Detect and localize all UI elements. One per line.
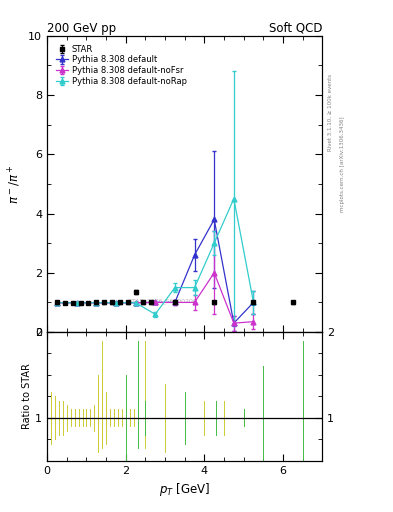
Legend: STAR, Pythia 8.308 default, Pythia 8.308 default-noFsr, Pythia 8.308 default-noR: STAR, Pythia 8.308 default, Pythia 8.308… bbox=[54, 43, 188, 88]
Text: Soft QCD: Soft QCD bbox=[269, 22, 322, 35]
Y-axis label: $\pi^- / \pi^+$: $\pi^- / \pi^+$ bbox=[6, 164, 23, 204]
Y-axis label: Ratio to STAR: Ratio to STAR bbox=[22, 364, 32, 430]
X-axis label: $p_T$ [GeV]: $p_T$ [GeV] bbox=[159, 481, 210, 498]
Text: 200 GeV pp: 200 GeV pp bbox=[47, 22, 116, 35]
Text: Rivet 3.1.10, ≥ 100k events: Rivet 3.1.10, ≥ 100k events bbox=[328, 74, 333, 151]
Text: STAR_2006_S6500200: STAR_2006_S6500200 bbox=[129, 298, 197, 304]
Text: mcplots.cern.ch [arXiv:1306.3436]: mcplots.cern.ch [arXiv:1306.3436] bbox=[340, 116, 345, 211]
